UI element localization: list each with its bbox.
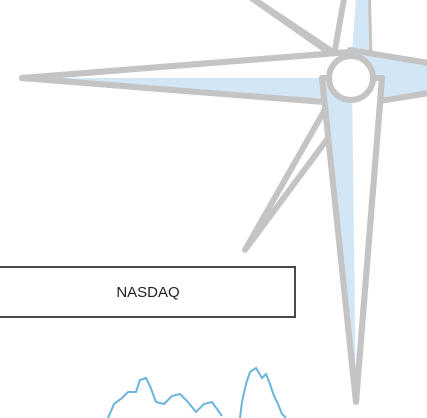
label-box[interactable]: NASDAQ [0, 266, 296, 318]
sparkline [107, 366, 287, 418]
box [0, 266, 296, 318]
box-label: NASDAQ [116, 284, 179, 301]
compass-star [19, 0, 427, 405]
